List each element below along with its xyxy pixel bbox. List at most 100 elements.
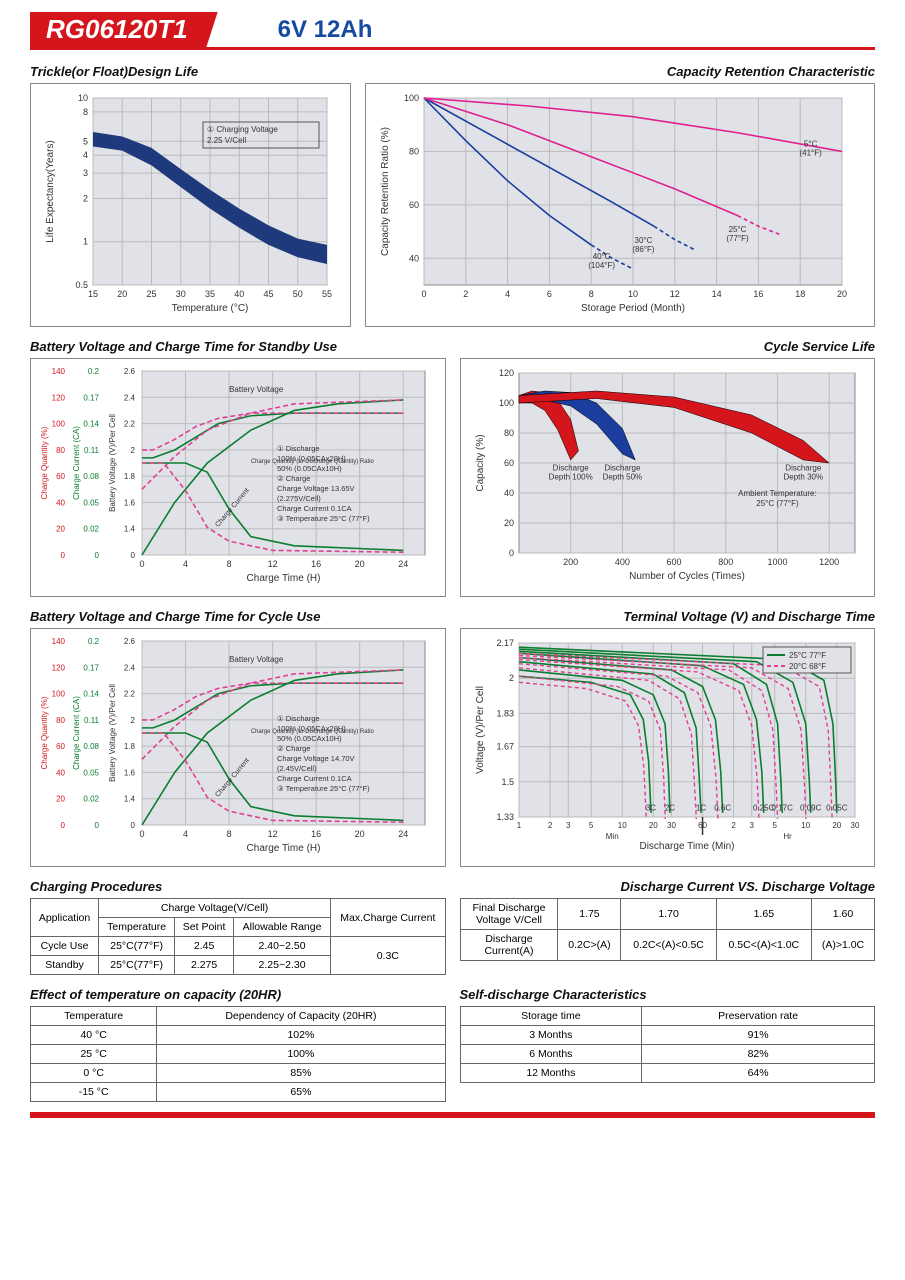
chart-discharge: 1.331.51.671.8322.1712351020306023510203… [460,628,876,867]
svg-text:0: 0 [61,821,66,830]
svg-text:2: 2 [547,821,552,830]
svg-text:0.09C: 0.09C [800,804,822,813]
svg-text:35: 35 [205,289,215,299]
svg-text:3: 3 [83,168,88,178]
svg-text:30°C: 30°C [635,236,653,245]
svg-text:20: 20 [117,289,127,299]
svg-text:0: 0 [508,548,513,558]
title-cyclelife: Cycle Service Life [460,339,876,354]
svg-text:Charge Quantity (%): Charge Quantity (%) [40,426,49,499]
svg-text:Depth 100%: Depth 100% [548,473,592,482]
spec-label: 6V 12Ah [218,16,373,44]
svg-text:2.6: 2.6 [124,367,136,376]
svg-text:20: 20 [56,795,65,804]
svg-text:3C: 3C [645,804,655,813]
svg-text:4: 4 [183,829,188,839]
svg-text:② Charge: ② Charge [277,474,310,483]
svg-text:0: 0 [131,821,136,830]
svg-text:③ Temperature 25°C (77°F): ③ Temperature 25°C (77°F) [277,784,370,793]
svg-text:2.4: 2.4 [124,663,136,672]
svg-text:(2.45V/Cell): (2.45V/Cell) [277,764,317,773]
title-cyclecharge: Battery Voltage and Charge Time for Cycl… [30,609,446,624]
svg-text:20: 20 [832,821,841,830]
svg-text:4: 4 [505,289,510,299]
chart-cyclecharge: 0481216202402040608010012014000.020.050.… [30,628,446,867]
svg-text:40: 40 [503,488,513,498]
svg-text:20°C 68°F: 20°C 68°F [789,662,826,671]
svg-text:Battery Voltage (V)/Per Cell: Battery Voltage (V)/Per Cell [108,414,117,512]
svg-text:120: 120 [52,393,66,402]
th-max: Max.Charge Current [331,899,445,937]
svg-text:0.6C: 0.6C [714,804,731,813]
footer-bar [30,1112,875,1118]
svg-text:③ Temperature 25°C (77°F): ③ Temperature 25°C (77°F) [277,514,370,523]
svg-text:2.17: 2.17 [496,638,514,648]
svg-text:① Discharge: ① Discharge [277,444,320,453]
svg-text:40: 40 [234,289,244,299]
svg-text:Battery Voltage: Battery Voltage [229,655,284,664]
svg-text:100% (0.05CAx20H): 100% (0.05CAx20H) [277,454,346,463]
title-charging-proc: Charging Procedures [30,879,446,894]
svg-text:Number of Cycles (Times): Number of Cycles (Times) [629,571,745,582]
svg-text:80: 80 [56,716,65,725]
svg-text:25: 25 [146,289,156,299]
svg-text:140: 140 [52,637,66,646]
header-bar: RG06120T1 6V 12Ah [30,12,875,50]
svg-text:0.05: 0.05 [83,498,99,507]
svg-text:0: 0 [422,289,427,299]
svg-text:2: 2 [131,446,136,455]
svg-text:0.2: 0.2 [88,367,100,376]
svg-text:1.4: 1.4 [124,525,136,534]
chart-standby: 0481216202402040608010012014000.020.050.… [30,358,446,597]
title-trickle: Trickle(or Float)Design Life [30,64,351,79]
svg-text:0: 0 [95,821,100,830]
svg-text:100: 100 [498,398,513,408]
title-standby: Battery Voltage and Charge Time for Stan… [30,339,446,354]
svg-text:1: 1 [83,237,88,247]
svg-text:25°C (77°F): 25°C (77°F) [756,499,799,508]
title-discharge-voltage: Discharge Current VS. Discharge Voltage [460,879,876,894]
svg-text:① Charging Voltage: ① Charging Voltage [207,125,278,134]
svg-text:0.17: 0.17 [83,393,99,402]
chart-cyclelife: 20040060080010001200020406080100120Disch… [460,358,876,597]
svg-text:10: 10 [628,289,638,299]
svg-text:60: 60 [56,742,65,751]
svg-text:① Discharge: ① Discharge [277,714,320,723]
svg-text:45: 45 [263,289,273,299]
svg-text:Charge Current 0.1CA: Charge Current 0.1CA [277,504,352,513]
svg-text:Hr: Hr [783,832,792,841]
svg-text:Life Expectancy(Years): Life Expectancy(Years) [45,140,56,242]
svg-text:Min: Min [605,832,618,841]
svg-text:0.17: 0.17 [83,663,99,672]
svg-text:1C: 1C [695,804,705,813]
svg-text:120: 120 [498,368,513,378]
svg-text:1.5: 1.5 [501,777,514,787]
svg-text:6: 6 [547,289,552,299]
svg-text:1200: 1200 [819,557,839,567]
svg-text:Voltage (V)/Per Cell: Voltage (V)/Per Cell [475,686,486,774]
svg-text:② Charge: ② Charge [277,744,310,753]
svg-text:Temperature (°C): Temperature (°C) [172,303,249,314]
svg-text:8: 8 [83,107,88,117]
svg-text:80: 80 [503,428,513,438]
svg-text:Discharge Time (Min): Discharge Time (Min) [639,841,734,852]
th-sp: Set Point [175,918,234,937]
svg-text:10: 10 [78,93,88,103]
svg-text:10: 10 [617,821,626,830]
svg-text:Depth 50%: Depth 50% [602,473,642,482]
svg-text:2: 2 [83,193,88,203]
table-row: 3 Months91% [460,1026,875,1045]
svg-text:2C: 2C [664,804,674,813]
svg-text:20: 20 [56,525,65,534]
svg-text:Capacity (%): Capacity (%) [475,434,486,491]
svg-text:24: 24 [398,559,408,569]
svg-text:0.02: 0.02 [83,525,99,534]
table-self-discharge: Storage timePreservation rate 3 Months91… [460,1006,876,1083]
svg-text:12: 12 [670,289,680,299]
svg-text:(41°F): (41°F) [800,149,823,158]
svg-text:Charge Current (CA): Charge Current (CA) [72,696,81,770]
svg-text:1.6: 1.6 [124,498,136,507]
th-app: Application [31,899,99,937]
table-row: Final Discharge Voltage V/Cell 1.75 1.70… [460,899,875,930]
svg-text:100: 100 [404,93,419,103]
